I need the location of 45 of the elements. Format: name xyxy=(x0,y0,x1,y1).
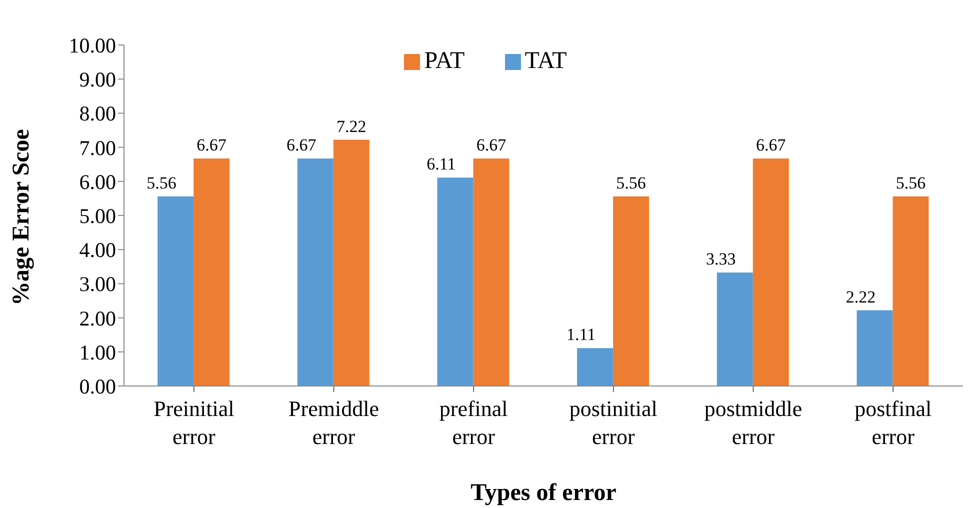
data-label: 5.56 xyxy=(896,173,926,192)
y-tick-label: 3.00 xyxy=(79,272,116,296)
y-tick-label: 9.00 xyxy=(79,68,116,92)
data-label: 6.67 xyxy=(286,136,317,155)
data-label: 1.11 xyxy=(566,325,596,344)
bar xyxy=(577,348,614,386)
bar xyxy=(473,158,510,386)
x-tick-label: postmiddle error xyxy=(704,396,802,449)
x-tick-label: postfinal error xyxy=(854,396,932,449)
y-tick-label: 4.00 xyxy=(79,238,116,262)
data-label: 7.22 xyxy=(336,116,366,136)
y-tick-label: 5.00 xyxy=(79,204,116,228)
y-tick-label: 7.00 xyxy=(79,136,116,160)
data-label: 6.67 xyxy=(196,136,227,155)
data-label: 6.67 xyxy=(756,136,786,155)
bar xyxy=(856,310,893,386)
legend-label: PAT xyxy=(424,48,465,74)
y-tick-label: 8.00 xyxy=(79,102,116,126)
y-axis-title: %age Error Scoe xyxy=(8,128,35,306)
data-label: 5.56 xyxy=(616,173,646,192)
bar xyxy=(892,196,929,386)
bar xyxy=(194,158,230,386)
y-tick-label: 2.00 xyxy=(79,306,116,330)
legend-label: TAT xyxy=(524,48,567,74)
data-label: 3.33 xyxy=(706,249,736,268)
y-tick-label: 6.00 xyxy=(79,170,116,194)
data-label: 6.67 xyxy=(476,136,507,155)
data-label: 5.56 xyxy=(146,173,176,192)
x-tick-label: postinitial error xyxy=(569,396,658,449)
x-tick-label: Preinitial error xyxy=(154,396,234,449)
y-tick-label: 10.00 xyxy=(68,33,116,58)
bar xyxy=(437,178,474,386)
y-tick-label: 1.00 xyxy=(79,340,116,364)
data-label: 2.22 xyxy=(846,287,876,306)
bar xyxy=(333,140,370,386)
bar xyxy=(716,272,753,386)
bar xyxy=(752,158,789,386)
x-tick-label: prefinal error xyxy=(439,396,508,449)
x-axis-title: Types of error xyxy=(470,480,617,506)
bar xyxy=(297,158,334,386)
data-label: 6.11 xyxy=(426,154,456,174)
x-tick-label: Premiddle error xyxy=(288,396,379,449)
bar xyxy=(613,196,650,386)
y-tick-label: 0.00 xyxy=(79,374,116,398)
bar xyxy=(158,196,194,386)
